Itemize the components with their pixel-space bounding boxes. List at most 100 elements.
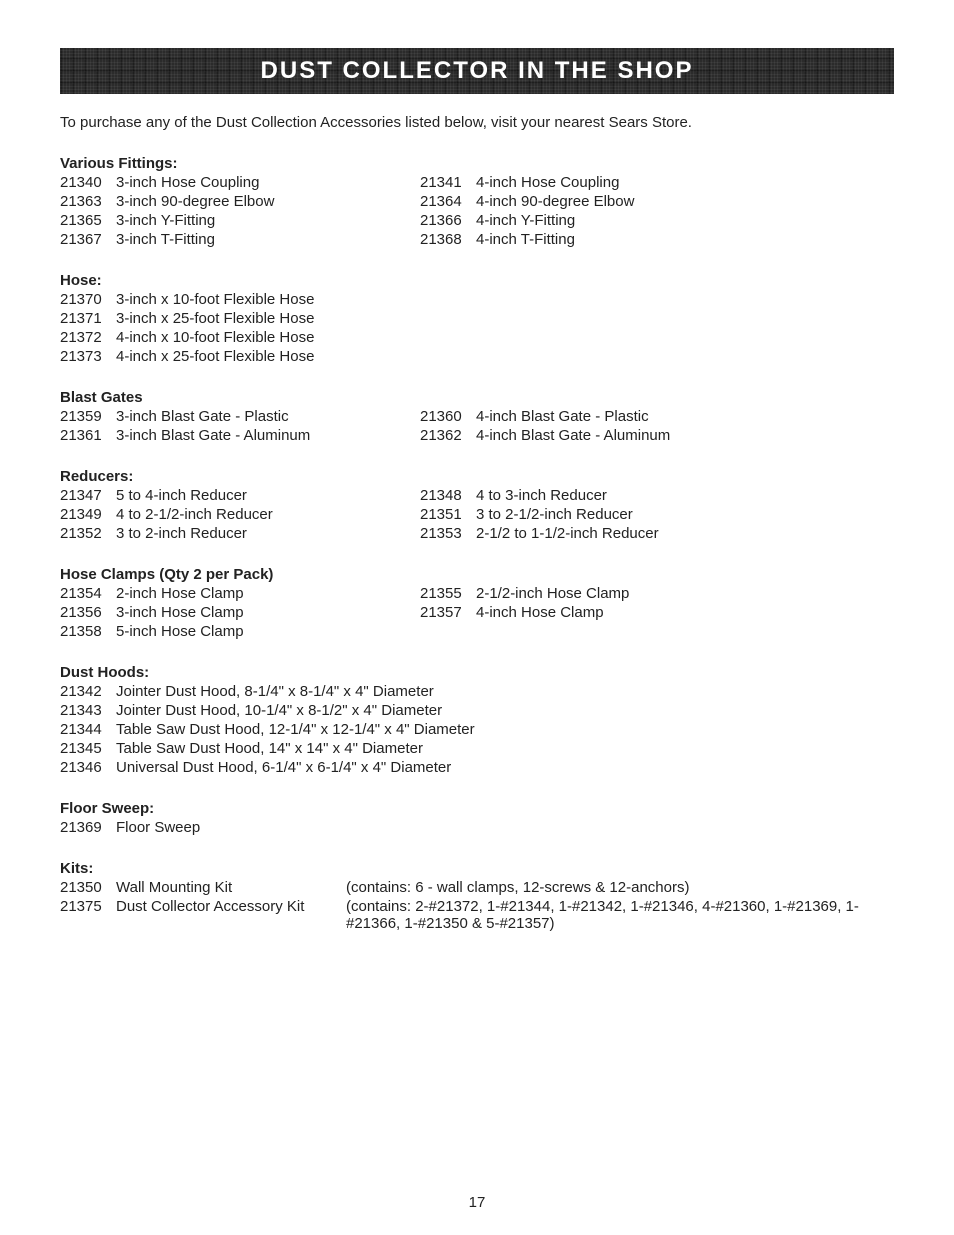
- part-desc: 3-inch 90-degree Elbow: [116, 193, 274, 210]
- section-title-gates: Blast Gates: [60, 389, 894, 406]
- part-number: 21352: [60, 525, 116, 542]
- gates-row: 213613-inch Blast Gate - Aluminum 213624…: [60, 427, 894, 444]
- reducers-row: 213494 to 2-1/2-inch Reducer 213513 to 2…: [60, 506, 894, 523]
- part-number: 21363: [60, 193, 116, 210]
- part-number: 21350: [60, 879, 116, 896]
- part-number: 21357: [420, 604, 476, 621]
- part-desc: 5 to 4-inch Reducer: [116, 487, 247, 504]
- part-desc: 2-1/2-inch Hose Clamp: [476, 585, 629, 602]
- part-desc: Jointer Dust Hood, 10-1/4" x 8-1/2" x 4"…: [116, 702, 442, 719]
- section-title-sweep: Floor Sweep:: [60, 800, 894, 817]
- part-number: 21365: [60, 212, 116, 229]
- part-number: 21364: [420, 193, 476, 210]
- part-number: 21355: [420, 585, 476, 602]
- part-number: 21370: [60, 291, 116, 308]
- hoods-row: 21343Jointer Dust Hood, 10-1/4" x 8-1/2"…: [60, 702, 894, 719]
- reducers-row: 213475 to 4-inch Reducer 213484 to 3-inc…: [60, 487, 894, 504]
- section-title-hose: Hose:: [60, 272, 894, 289]
- part-number: 21372: [60, 329, 116, 346]
- part-desc: 3-inch Hose Clamp: [116, 604, 244, 621]
- part-desc: 3 to 2-inch Reducer: [116, 525, 247, 542]
- part-number: 21342: [60, 683, 116, 700]
- part-desc: 4-inch Blast Gate - Plastic: [476, 408, 649, 425]
- part-number: 21358: [60, 623, 116, 640]
- part-number: 21348: [420, 487, 476, 504]
- part-number: 21344: [60, 721, 116, 738]
- clamps-row: 213542-inch Hose Clamp 213552-1/2-inch H…: [60, 585, 894, 602]
- intro-text: To purchase any of the Dust Collection A…: [60, 114, 894, 131]
- hose-row: 213724-inch x 10-foot Flexible Hose: [60, 329, 894, 346]
- part-desc: Universal Dust Hood, 6-1/4" x 6-1/4" x 4…: [116, 759, 451, 776]
- part-desc: 4-inch x 25-foot Flexible Hose: [116, 348, 314, 365]
- kits-row: 21350 Wall Mounting Kit (contains: 6 - w…: [60, 879, 894, 896]
- fittings-row: 213653-inch Y-Fitting 213664-inch Y-Fitt…: [60, 212, 894, 229]
- page-banner: DUST COLLECTOR IN THE SHOP: [60, 48, 894, 94]
- part-number: 21353: [420, 525, 476, 542]
- part-desc: Floor Sweep: [116, 819, 200, 836]
- gates-row: 213593-inch Blast Gate - Plastic 213604-…: [60, 408, 894, 425]
- part-number: 21341: [420, 174, 476, 191]
- part-desc: 3 to 2-1/2-inch Reducer: [476, 506, 633, 523]
- part-number: [420, 623, 476, 640]
- part-desc: 4-inch Hose Clamp: [476, 604, 604, 621]
- fittings-row: 213673-inch T-Fitting 213684-inch T-Fitt…: [60, 231, 894, 248]
- kits-row: 21375 Dust Collector Accessory Kit (cont…: [60, 898, 894, 932]
- hose-row: 213703-inch x 10-foot Flexible Hose: [60, 291, 894, 308]
- part-number: 21343: [60, 702, 116, 719]
- part-desc: 4-inch Y-Fitting: [476, 212, 575, 229]
- part-number: 21356: [60, 604, 116, 621]
- part-desc: Table Saw Dust Hood, 12-1/4" x 12-1/4" x…: [116, 721, 475, 738]
- part-desc: 3-inch Blast Gate - Aluminum: [116, 427, 310, 444]
- part-desc: 4-inch Blast Gate - Aluminum: [476, 427, 670, 444]
- part-number: 21373: [60, 348, 116, 365]
- section-title-clamps: Hose Clamps (Qty 2 per Pack): [60, 566, 894, 583]
- part-desc: 3-inch x 25-foot Flexible Hose: [116, 310, 314, 327]
- part-desc: 3-inch Hose Coupling: [116, 174, 259, 191]
- part-number: 21360: [420, 408, 476, 425]
- part-number: 21354: [60, 585, 116, 602]
- part-desc: Dust Collector Accessory Kit: [116, 898, 346, 915]
- part-number: 21375: [60, 898, 116, 915]
- part-desc: 4-inch x 10-foot Flexible Hose: [116, 329, 314, 346]
- part-number: 21366: [420, 212, 476, 229]
- hose-row: 213713-inch x 25-foot Flexible Hose: [60, 310, 894, 327]
- part-desc: 3-inch x 10-foot Flexible Hose: [116, 291, 314, 308]
- part-number: 21346: [60, 759, 116, 776]
- part-desc: 4-inch T-Fitting: [476, 231, 575, 248]
- section-title-kits: Kits:: [60, 860, 894, 877]
- part-number: 21361: [60, 427, 116, 444]
- reducers-row: 213523 to 2-inch Reducer 213532-1/2 to 1…: [60, 525, 894, 542]
- part-number: 21367: [60, 231, 116, 248]
- part-desc: 2-1/2 to 1-1/2-inch Reducer: [476, 525, 659, 542]
- clamps-row: 213563-inch Hose Clamp 213574-inch Hose …: [60, 604, 894, 621]
- clamps-row: 213585-inch Hose Clamp: [60, 623, 894, 640]
- part-desc: Table Saw Dust Hood, 14" x 14" x 4" Diam…: [116, 740, 423, 757]
- part-desc: 5-inch Hose Clamp: [116, 623, 244, 640]
- part-desc: 2-inch Hose Clamp: [116, 585, 244, 602]
- part-desc: 4 to 2-1/2-inch Reducer: [116, 506, 273, 523]
- hose-row: 213734-inch x 25-foot Flexible Hose: [60, 348, 894, 365]
- page-number: 17: [0, 1194, 954, 1211]
- section-title-hoods: Dust Hoods:: [60, 664, 894, 681]
- hoods-row: 21344Table Saw Dust Hood, 12-1/4" x 12-1…: [60, 721, 894, 738]
- section-title-reducers: Reducers:: [60, 468, 894, 485]
- page: DUST COLLECTOR IN THE SHOP To purchase a…: [0, 0, 954, 1235]
- kit-contents: (contains: 6 - wall clamps, 12-screws & …: [346, 879, 894, 896]
- part-number: 21371: [60, 310, 116, 327]
- part-number: 21368: [420, 231, 476, 248]
- hoods-row: 21342Jointer Dust Hood, 8-1/4" x 8-1/4" …: [60, 683, 894, 700]
- part-number: 21340: [60, 174, 116, 191]
- part-number: 21349: [60, 506, 116, 523]
- part-number: 21369: [60, 819, 116, 836]
- part-desc: 3-inch Blast Gate - Plastic: [116, 408, 289, 425]
- part-number: 21359: [60, 408, 116, 425]
- part-desc: Wall Mounting Kit: [116, 879, 346, 896]
- sweep-row: 21369Floor Sweep: [60, 819, 894, 836]
- part-desc: 3-inch Y-Fitting: [116, 212, 215, 229]
- part-number: 21347: [60, 487, 116, 504]
- hoods-row: 21346Universal Dust Hood, 6-1/4" x 6-1/4…: [60, 759, 894, 776]
- part-desc: 3-inch T-Fitting: [116, 231, 215, 248]
- section-title-fittings: Various Fittings:: [60, 155, 894, 172]
- part-number: 21362: [420, 427, 476, 444]
- part-desc: 4-inch Hose Coupling: [476, 174, 619, 191]
